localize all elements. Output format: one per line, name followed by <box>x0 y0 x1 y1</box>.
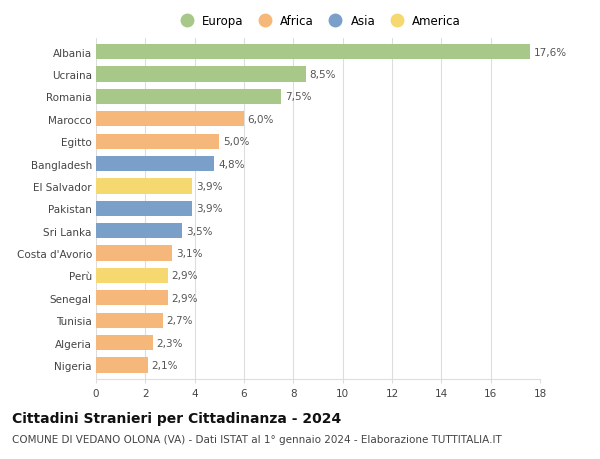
Bar <box>96 291 167 306</box>
Text: 3,9%: 3,9% <box>196 204 223 214</box>
Text: 5,0%: 5,0% <box>223 137 250 147</box>
Text: 4,8%: 4,8% <box>218 159 245 169</box>
Legend: Europa, Africa, Asia, America: Europa, Africa, Asia, America <box>173 13 463 30</box>
Bar <box>96 313 163 328</box>
Bar <box>96 336 153 351</box>
Bar <box>96 201 192 217</box>
Bar <box>96 112 244 127</box>
Text: 2,7%: 2,7% <box>166 316 193 325</box>
Bar <box>96 358 148 373</box>
Text: 2,1%: 2,1% <box>151 360 178 370</box>
Bar <box>96 246 172 261</box>
Bar <box>96 268 167 284</box>
Text: 17,6%: 17,6% <box>534 47 567 57</box>
Text: 3,5%: 3,5% <box>186 226 212 236</box>
Bar <box>96 157 214 172</box>
Text: Cittadini Stranieri per Cittadinanza - 2024: Cittadini Stranieri per Cittadinanza - 2… <box>12 411 341 425</box>
Bar <box>96 134 220 149</box>
Text: 8,5%: 8,5% <box>310 70 336 80</box>
Text: 6,0%: 6,0% <box>248 114 274 124</box>
Text: 3,9%: 3,9% <box>196 181 223 191</box>
Bar <box>96 45 530 60</box>
Text: 2,9%: 2,9% <box>171 293 198 303</box>
Bar <box>96 224 182 239</box>
Text: 2,3%: 2,3% <box>157 338 183 348</box>
Bar <box>96 67 305 82</box>
Bar <box>96 90 281 105</box>
Bar <box>96 179 192 194</box>
Text: 3,1%: 3,1% <box>176 248 203 258</box>
Text: 2,9%: 2,9% <box>171 271 198 281</box>
Text: 7,5%: 7,5% <box>285 92 311 102</box>
Text: COMUNE DI VEDANO OLONA (VA) - Dati ISTAT al 1° gennaio 2024 - Elaborazione TUTTI: COMUNE DI VEDANO OLONA (VA) - Dati ISTAT… <box>12 434 502 444</box>
